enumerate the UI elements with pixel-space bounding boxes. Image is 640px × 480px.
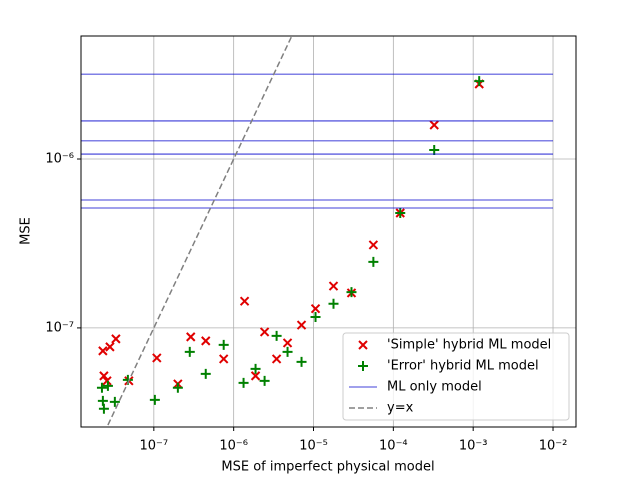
data-point xyxy=(218,354,229,364)
y-tick-label: 10⁻⁶ xyxy=(45,152,74,167)
data-point xyxy=(429,120,439,130)
data-point xyxy=(368,240,379,250)
data-point xyxy=(310,303,321,314)
data-point xyxy=(238,377,249,388)
data-point xyxy=(328,281,339,291)
data-point xyxy=(474,76,485,87)
data-point xyxy=(99,371,109,381)
data-point xyxy=(259,375,270,386)
data-point xyxy=(218,339,229,350)
data-point xyxy=(102,380,113,391)
data-point xyxy=(201,336,211,346)
axes-frame xyxy=(80,35,577,428)
data-point xyxy=(250,363,261,374)
data-point xyxy=(186,332,196,342)
data-point xyxy=(271,354,282,364)
data-point xyxy=(282,346,293,357)
y-axis-label: MSE xyxy=(19,217,34,245)
data-point xyxy=(259,327,270,337)
legend-label: ML only model xyxy=(387,380,482,395)
x-tick-label: 10⁻² xyxy=(539,439,568,454)
data-point xyxy=(395,208,406,219)
y-tick-label: 10⁻⁷ xyxy=(45,320,74,335)
data-point xyxy=(172,382,183,393)
plot-area xyxy=(81,36,576,427)
data-point xyxy=(152,353,162,363)
data-point xyxy=(97,395,108,406)
data-point xyxy=(328,298,339,309)
data-point xyxy=(109,396,120,407)
legend-label: 'Simple' hybrid ML model xyxy=(387,338,551,353)
data-point xyxy=(296,320,307,330)
data-point xyxy=(96,382,107,393)
data-point xyxy=(429,145,440,156)
x-tick-label: 10⁻⁵ xyxy=(299,439,328,454)
data-point xyxy=(98,346,108,356)
data-point xyxy=(200,368,211,379)
legend-label: 'Error' hybrid ML model xyxy=(387,359,539,374)
data-point xyxy=(239,296,250,306)
x-tick-label: 10⁻⁶ xyxy=(219,439,248,454)
data-point xyxy=(184,346,195,357)
data-point xyxy=(296,356,307,367)
data-point xyxy=(98,403,109,414)
x-tick-label: 10⁻³ xyxy=(459,439,488,454)
data-point xyxy=(111,334,121,344)
data-point xyxy=(368,256,379,267)
data-point xyxy=(149,394,160,405)
legend-marker xyxy=(358,340,368,350)
data-point xyxy=(105,342,115,352)
legend-label: y=x xyxy=(387,401,414,416)
data-point xyxy=(282,338,293,348)
data-point xyxy=(271,330,282,341)
data-point xyxy=(310,312,321,323)
data-point xyxy=(250,371,261,381)
x-axis-label: MSE of imperfect physical model xyxy=(221,460,434,475)
x-tick-label: 10⁻⁴ xyxy=(379,439,408,454)
identity-line xyxy=(106,36,293,427)
data-point xyxy=(346,287,357,298)
legend-box xyxy=(342,332,570,421)
x-tick-label: 10⁻⁷ xyxy=(140,439,169,454)
legend-marker xyxy=(358,361,368,371)
